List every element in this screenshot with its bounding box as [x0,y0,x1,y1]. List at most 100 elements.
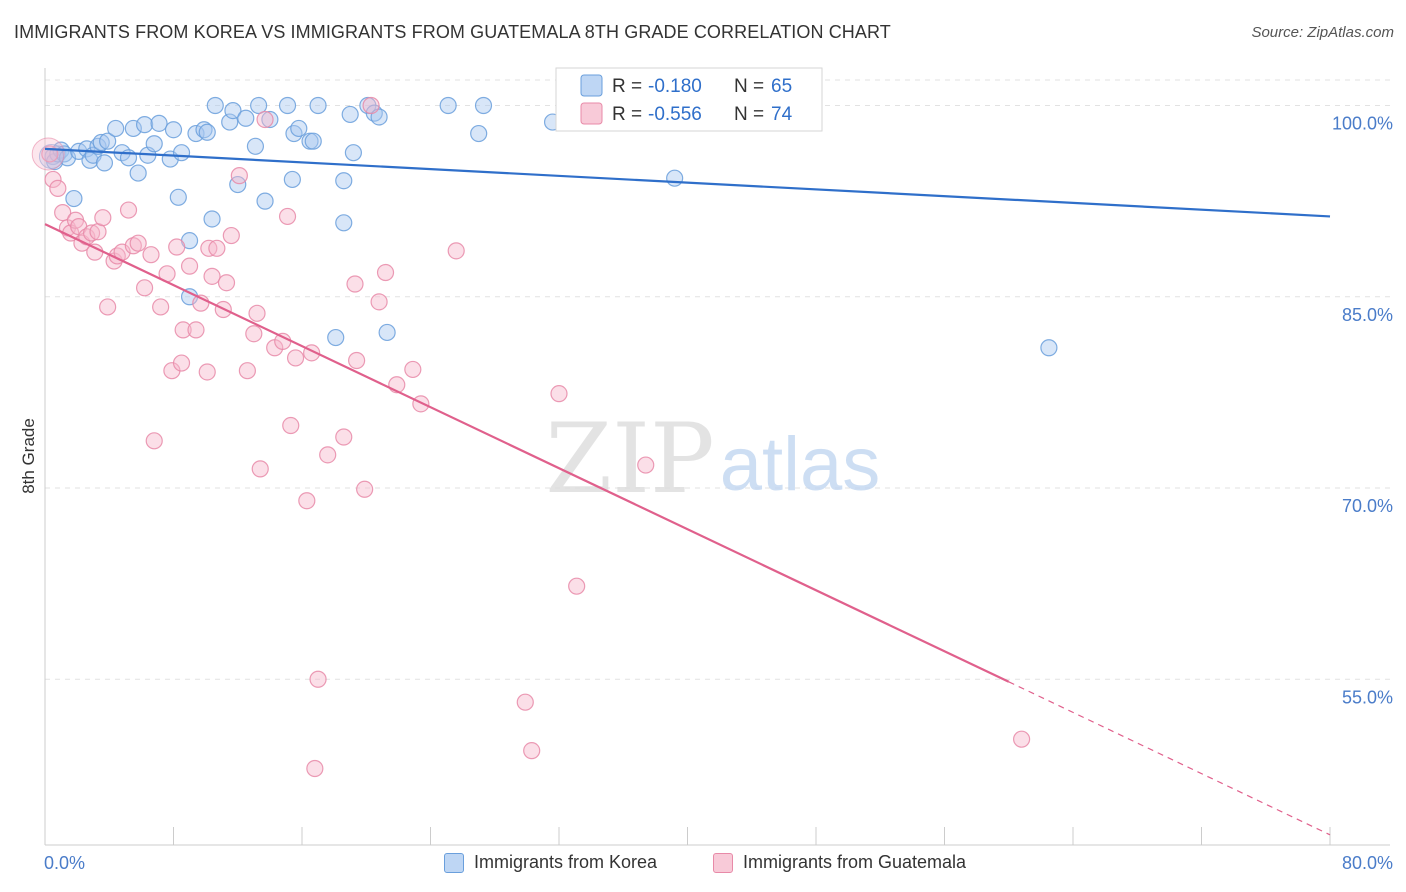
korea-point-31 [195,121,213,139]
guatemala-point-3 [54,204,72,222]
guatemala-point-19 [124,237,142,255]
korea-point-19 [129,164,147,182]
guatemala-point-2 [49,179,67,197]
legend-r-value-guatemala: -0.556 [648,104,702,125]
tick-labels: 55.0% 70.0% 85.0% 100.0% 0.0% 80.0% [44,114,1393,874]
korea-point-32 [198,123,216,141]
korea-point-41 [256,192,274,210]
korea-point-36 [224,101,242,120]
guatemala-point-40 [230,167,248,185]
guatemala-point-13 [94,209,112,227]
legend-item-korea: Immigrants from Korea [444,852,657,873]
guatemala-point-38 [217,274,236,292]
guatemala-point-44 [251,460,269,478]
korea-point-48 [304,132,322,150]
legend-n-value-korea: 65 [771,76,792,97]
guatemala-point-69 [550,385,568,403]
guatemala-point-31 [187,321,205,339]
korea-point-61 [474,96,493,115]
guatemala-point-21 [135,279,154,297]
korea-point-40 [250,96,268,115]
trend-line-guatemala [44,223,1010,683]
watermark-zip: ZIP [545,403,714,515]
guatemala-point-49 [282,416,300,435]
axes [44,68,1390,846]
legend-swatch-guatemala [580,102,603,125]
legend-swatch-korea-bottom [444,852,464,873]
korea-point-13 [95,154,114,172]
guatemala-point-20 [129,234,147,252]
y-tick-label-1: 70.0% [1342,496,1393,516]
guatemala-point-18 [119,201,138,219]
korea-point-22 [145,135,163,153]
guatemala-point-70 [568,577,586,595]
watermark-atlas: atlas [720,422,881,507]
legend-n-value-guatemala: 74 [771,104,793,125]
korea-point-64 [1040,339,1058,357]
guatemala-point-45 [256,110,274,129]
guatemala-point-61 [370,293,388,311]
guatemala-point-14 [99,298,117,316]
korea-point-14 [99,132,117,150]
korea-point-59 [439,96,457,115]
guatemala-point-42 [245,325,263,343]
korea-point-50 [327,328,345,347]
guatemala-point-1 [44,170,62,189]
legend-item-guatemala: Immigrants from Guatemala [713,852,966,873]
korea-point-39 [246,137,265,155]
legend-label-korea: Immigrants from Korea [474,852,658,872]
trend-line-guatemala-extension [1008,681,1331,836]
guatemala-point-73 [1012,730,1031,748]
korea-point-15 [107,119,125,138]
x-tick-label-max: 80.0% [1342,853,1393,873]
korea-point-18 [124,119,142,138]
guatemala-point-55 [319,446,337,464]
legend-r-label-korea: R = [612,76,642,97]
korea-point-53 [341,105,359,124]
correlation-legend: R = -0.180 N = 65 R = -0.556 N = 74 [555,67,823,132]
guatemala-point-67 [516,693,534,711]
guatemala-point-22 [142,246,160,264]
legend-swatch-korea [580,74,603,97]
guatemala-point-27 [168,238,186,256]
korea-point-9 [81,151,99,169]
korea-point-12 [92,133,110,152]
guatemala-point-60 [362,96,380,115]
korea-point-42 [261,110,279,129]
guatemala-point-29 [174,321,192,339]
guatemala-point-23 [145,432,163,450]
korea-point-26 [169,188,187,206]
trend-line-korea [44,147,1331,218]
legend-n-label-korea: N = [734,76,764,97]
korea-point-51 [335,172,353,190]
korea-point-54 [344,144,362,162]
korea-point-34 [206,96,224,115]
guatemala-point-53 [306,759,324,778]
korea-point-38 [237,109,255,127]
guatemala-point-57 [346,275,364,293]
y-tick-label-0: 55.0% [1342,687,1393,707]
korea-point-20 [135,116,154,134]
korea-point-63 [666,169,684,187]
chart-title: IMMIGRANTS FROM KOREA VS IMMIGRANTS FROM… [14,22,891,42]
korea-point-46 [290,119,308,138]
guatemala-point-51 [298,492,316,510]
trend-lines [44,147,1331,836]
guatemala-point-64 [404,360,422,379]
y-axis-label: 8th Grade [19,418,38,494]
guatemala-point-28 [172,354,191,372]
series-legend: Immigrants from Korea Immigrants from Gu… [0,852,1406,878]
korea-point-23 [150,114,168,132]
guatemala-point-35 [203,267,221,285]
guatemala-point-62 [376,263,395,282]
x-tick-label-min: 0.0% [44,853,85,873]
watermark: ZIP atlas [545,403,880,515]
korea-point-6 [65,189,83,208]
legend-label-guatemala: Immigrants from Guatemala [743,852,967,872]
series-korea-points [38,96,1058,357]
y-tick-label-2: 85.0% [1342,305,1393,325]
legend-r-label-guatemala: R = [612,104,642,125]
source-credit: Source: ZipAtlas.com [1251,24,1394,41]
guatemala-point-65 [412,395,430,413]
